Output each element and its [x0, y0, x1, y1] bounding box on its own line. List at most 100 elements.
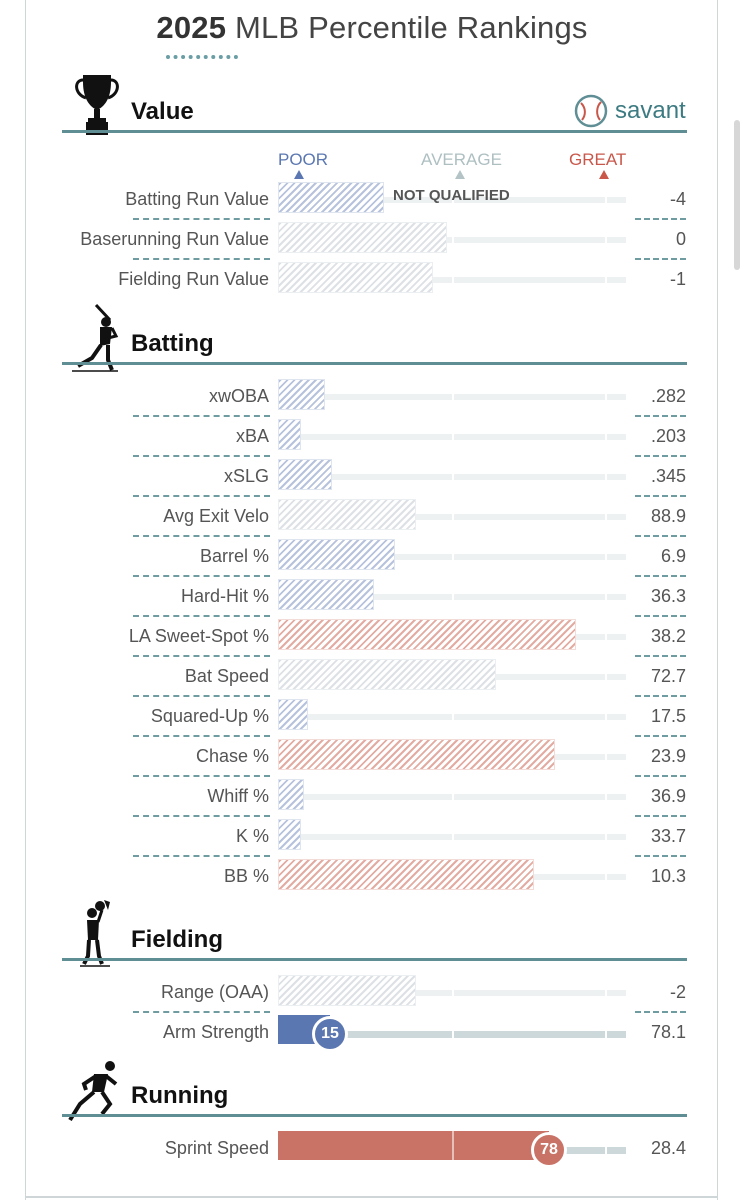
- percentile-bar[interactable]: [278, 499, 416, 530]
- metric-row[interactable]: Avg Exit Velo 88.9: [0, 499, 744, 546]
- percentile-bar[interactable]: [278, 539, 395, 570]
- percentile-track: [278, 990, 626, 996]
- track-tick: [452, 554, 454, 560]
- metric-row[interactable]: Arm Strength 15 78.1: [0, 1015, 744, 1062]
- row-separator: [133, 1011, 270, 1013]
- percentile-bar[interactable]: [278, 659, 496, 690]
- track-tick: [605, 197, 607, 203]
- percentile-bar[interactable]: [278, 975, 416, 1006]
- fielder-icon: [80, 900, 110, 967]
- percentile-bar[interactable]: [278, 819, 301, 850]
- percentile-bar[interactable]: [278, 222, 447, 253]
- metric-row[interactable]: K % 33.7: [0, 819, 744, 866]
- scrollbar[interactable]: [734, 120, 740, 270]
- row-separator: [133, 575, 270, 577]
- row-separator: [635, 415, 686, 417]
- percentile-bar[interactable]: [278, 739, 555, 770]
- metric-label: Range (OAA): [160, 982, 269, 1002]
- metric-label: Chase %: [195, 746, 269, 766]
- track-tick: [452, 237, 454, 243]
- metric-value: 72.7: [650, 666, 686, 686]
- section-divider-value: [62, 130, 687, 133]
- percentile-bar[interactable]: [278, 262, 433, 293]
- track-tick: [605, 834, 607, 840]
- metric-label: Squared-Up %: [150, 706, 269, 726]
- metric-row[interactable]: LA Sweet-Spot % 38.2: [0, 619, 744, 666]
- track-tick: [605, 554, 607, 560]
- percentile-bar[interactable]: [278, 182, 384, 213]
- metric-label: xwOBA: [208, 386, 269, 406]
- section-divider-running: [62, 1114, 687, 1117]
- percentile-track: [278, 394, 626, 400]
- metric-label: xSLG: [223, 466, 269, 486]
- panel-border-right: [717, 0, 718, 1200]
- metric-row[interactable]: Barrel % 6.9: [0, 539, 744, 586]
- track-tick: [605, 237, 607, 243]
- not-qualified-label: NOT QUALIFIED: [393, 187, 510, 204]
- track-tick: [452, 1031, 454, 1038]
- row-separator: [133, 735, 270, 737]
- percentile-track: [278, 554, 626, 560]
- metric-row[interactable]: Batting Run Value NOT QUALIFIED -4: [0, 182, 744, 229]
- metric-label: Baserunning Run Value: [80, 229, 269, 249]
- track-tick: [605, 1031, 607, 1038]
- track-tick: [605, 794, 607, 800]
- metric-row[interactable]: xSLG .345: [0, 459, 744, 506]
- track-tick: [605, 394, 607, 400]
- scale-average-marker: [455, 170, 465, 179]
- track-tick: [452, 794, 454, 800]
- row-separator: [133, 535, 270, 537]
- metric-value: 88.9: [650, 506, 686, 526]
- percentile-bar[interactable]: [278, 779, 304, 810]
- metric-row[interactable]: Fielding Run Value -1: [0, 262, 744, 309]
- metric-row[interactable]: BB % 10.3: [0, 859, 744, 906]
- scale-great-label: GREAT: [569, 150, 627, 169]
- metric-value: -2: [669, 982, 686, 1002]
- row-separator: [635, 258, 686, 260]
- row-separator: [133, 415, 270, 417]
- percentile-bar[interactable]: [278, 619, 576, 650]
- metric-label: Sprint Speed: [164, 1138, 269, 1158]
- brand-name: savant: [615, 97, 686, 124]
- percentile-bar[interactable]: [278, 419, 301, 450]
- metric-row[interactable]: Hard-Hit % 36.3: [0, 579, 744, 626]
- percentile-track: [278, 514, 626, 520]
- metric-row[interactable]: xwOBA .282: [0, 379, 744, 426]
- track-tick: [452, 197, 454, 203]
- metric-value: 17.5: [650, 706, 686, 726]
- track-tick: [452, 394, 454, 400]
- percentile-bar[interactable]: [278, 379, 325, 410]
- metric-row[interactable]: Sprint Speed 78 28.4: [0, 1131, 744, 1178]
- metric-label: Hard-Hit %: [180, 586, 269, 606]
- metric-value: 0: [675, 229, 686, 249]
- metric-row[interactable]: Squared-Up % 17.5: [0, 699, 744, 746]
- metric-value: 36.3: [650, 586, 686, 606]
- percentile-track: [278, 474, 626, 480]
- savant-logo[interactable]: savant: [574, 94, 686, 128]
- metric-row[interactable]: Baserunning Run Value 0: [0, 222, 744, 269]
- track-tick: [605, 714, 607, 720]
- metric-row[interactable]: xBA .203: [0, 419, 744, 466]
- percentile-bar[interactable]: [278, 579, 374, 610]
- metric-row[interactable]: Chase % 23.9: [0, 739, 744, 786]
- percentile-bar[interactable]: [278, 459, 332, 490]
- row-separator: [133, 495, 270, 497]
- percentile-track: [278, 277, 626, 283]
- percentile-bar[interactable]: [278, 699, 308, 730]
- track-tick: [452, 990, 454, 996]
- track-tick: [452, 474, 454, 480]
- page-title: 2025 MLB Percentile Rankings: [0, 10, 744, 46]
- row-separator: [635, 218, 686, 220]
- percentile-bar[interactable]: [278, 859, 534, 890]
- metric-row[interactable]: Bat Speed 72.7: [0, 659, 744, 706]
- row-separator: [133, 775, 270, 777]
- percentile-track: [278, 434, 626, 440]
- track-tick: [605, 634, 607, 640]
- metric-label: BB %: [223, 866, 269, 886]
- track-tick: [452, 714, 454, 720]
- metric-label: Avg Exit Velo: [163, 506, 269, 526]
- metric-row[interactable]: Range (OAA) -2: [0, 975, 744, 1022]
- metric-row[interactable]: Whiff % 36.9: [0, 779, 744, 826]
- row-separator: [635, 815, 686, 817]
- percentile-bar[interactable]: [278, 1131, 549, 1160]
